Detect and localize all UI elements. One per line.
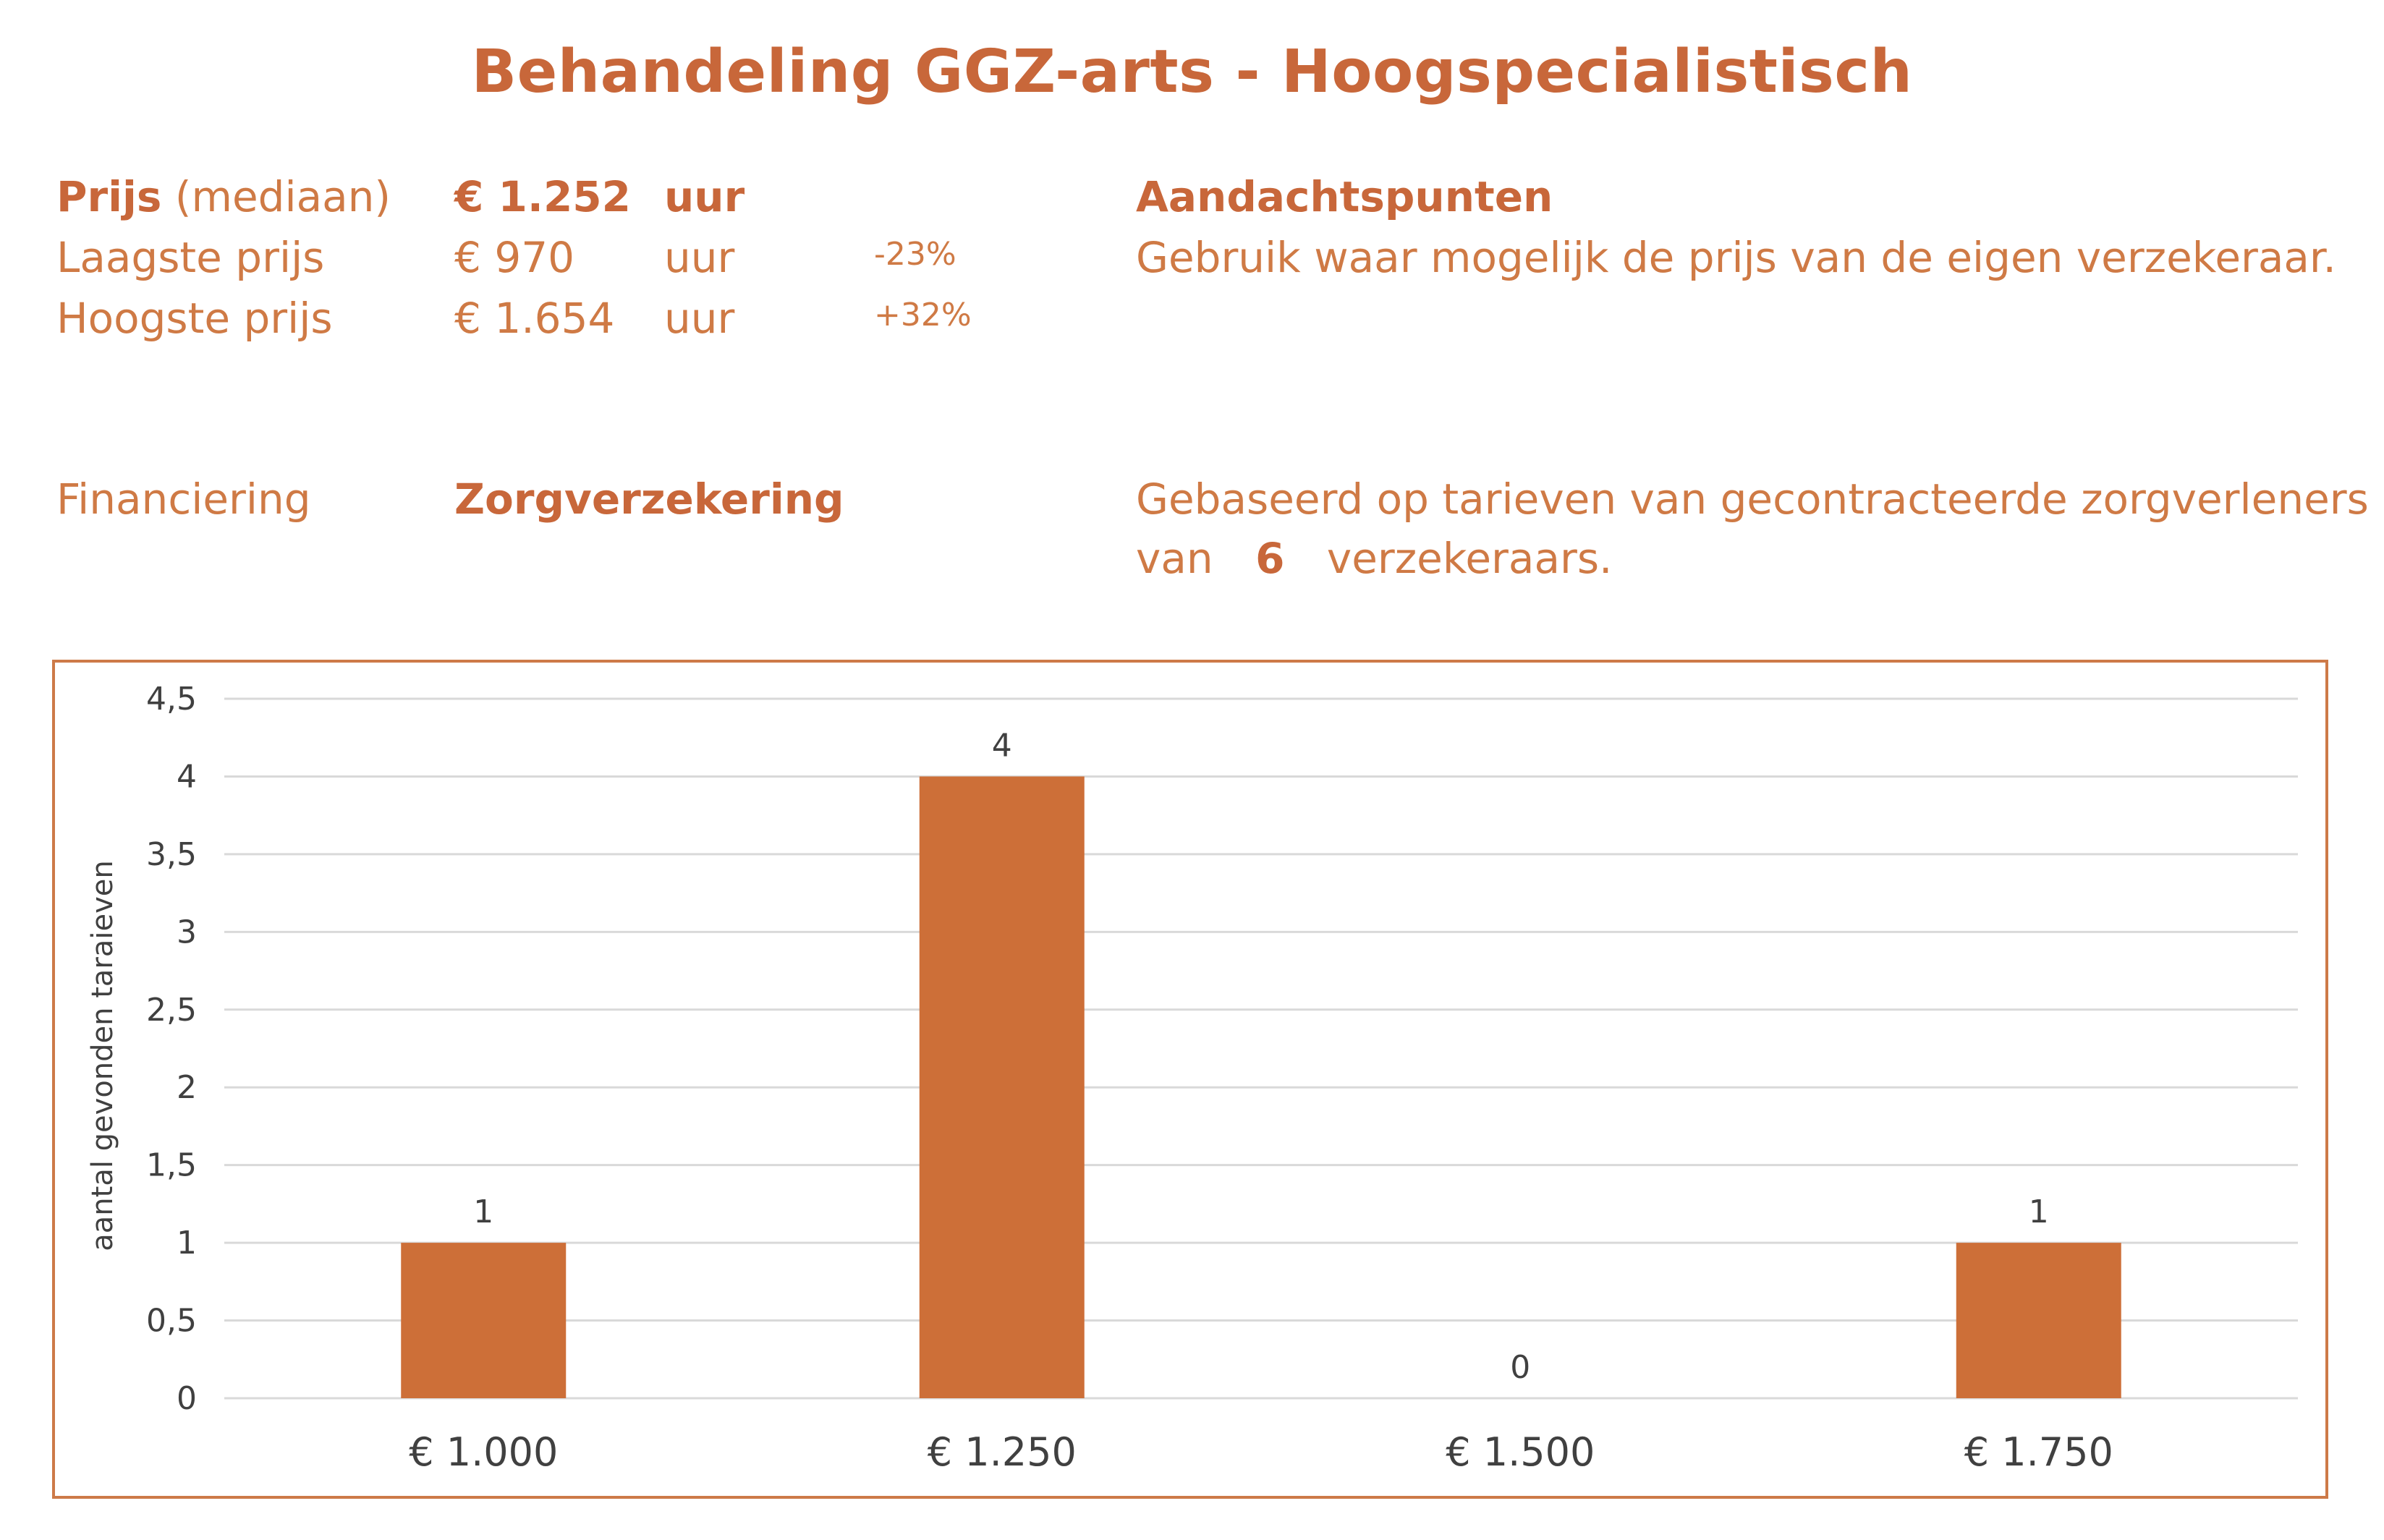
y-tick-label: 4,5 <box>146 681 197 718</box>
financing-basis-line1: Gebaseerd op tarieven van gecontracteerd… <box>1136 475 2369 524</box>
y-axis-ticks: 0 0,5 1 1,5 2 2,5 3 3,5 4 4,5 <box>146 681 197 1417</box>
financing-basis-prefix: van <box>1136 534 1213 583</box>
highest-price-label: Hoogste prijs <box>56 294 333 343</box>
y-tick-label: 1 <box>177 1225 197 1262</box>
median-price-label: Prijs (mediaan) <box>56 172 391 221</box>
highest-price-value: € 1.654 <box>454 294 615 343</box>
median-label-bold: Prijs <box>56 172 162 221</box>
y-tick-label: 1,5 <box>146 1147 197 1184</box>
page-title: Behandeling GGZ-arts - Hoogspecialistisc… <box>471 38 1913 106</box>
data-label: 0 <box>1510 1349 1530 1386</box>
y-tick-label: 0 <box>177 1380 197 1417</box>
data-label: 1 <box>2029 1194 2049 1230</box>
chart-data-labels: 1 4 0 1 <box>473 727 2049 1386</box>
bar <box>919 776 1085 1398</box>
y-tick-label: 0,5 <box>146 1303 197 1340</box>
chart-frame <box>52 660 2328 1499</box>
highest-price-pct: +32% <box>874 297 972 333</box>
median-label-rest: (mediaan) <box>174 172 391 221</box>
median-price-unit: uur <box>664 172 745 221</box>
y-axis-label: aantal gevonden taraieven <box>86 860 119 1251</box>
bar <box>1956 1243 2121 1398</box>
financing-basis-line2: van 6 verzekeraars. <box>1136 534 1613 583</box>
x-category-label: € 1.500 <box>1446 1429 1595 1475</box>
data-label: 1 <box>473 1194 493 1230</box>
financing-value: Zorgverzekering <box>454 475 844 524</box>
financing-label: Financiering <box>56 475 311 524</box>
y-tick-label: 3 <box>177 914 197 950</box>
x-axis-categories: € 1.000 € 1.250 € 1.500 € 1.750 <box>409 1429 2113 1475</box>
financing-basis-suffix: verzekeraars. <box>1326 534 1613 583</box>
y-tick-label: 2,5 <box>146 992 197 1029</box>
data-label: 4 <box>992 727 1012 764</box>
x-category-label: € 1.750 <box>1964 1429 2113 1475</box>
chart-gridlines <box>224 697 2298 1400</box>
highest-price-unit: uur <box>664 294 735 343</box>
insurer-count: 6 <box>1255 534 1285 583</box>
bar <box>401 1243 567 1398</box>
x-category-label: € 1.250 <box>928 1429 1077 1475</box>
lowest-price-value: € 970 <box>454 233 575 282</box>
x-category-label: € 1.000 <box>409 1429 558 1475</box>
attention-text: Gebruik waar mogelijk de prijs van de ei… <box>1136 233 2336 282</box>
lowest-price-pct: -23% <box>874 236 956 273</box>
chart-bars <box>401 776 2121 1398</box>
y-tick-label: 2 <box>177 1069 197 1106</box>
median-price-value: € 1.252 <box>454 172 632 221</box>
y-tick-label: 3,5 <box>146 836 197 873</box>
attention-heading: Aandachtspunten <box>1136 172 1553 221</box>
y-tick-label: 4 <box>177 758 197 795</box>
lowest-price-unit: uur <box>664 233 735 282</box>
lowest-price-label: Laagste prijs <box>56 233 325 282</box>
